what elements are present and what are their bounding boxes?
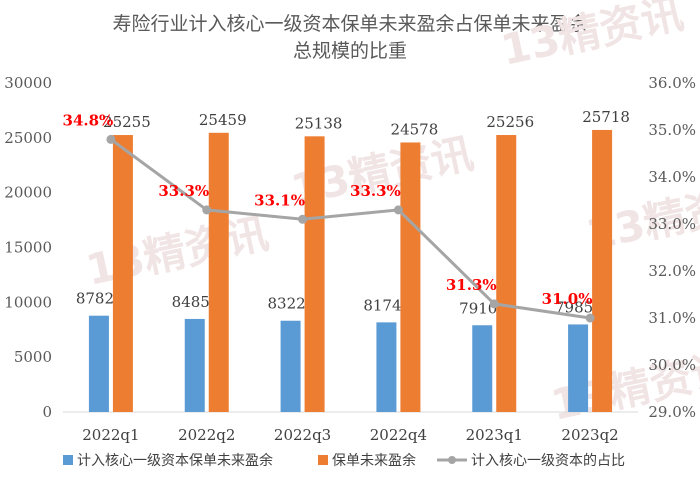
- y-right-tick-label: 33.0%: [648, 215, 696, 233]
- bar-total-surplus: [496, 135, 517, 412]
- bar-total-surplus-value-label: 24578: [391, 120, 439, 138]
- bar-total-surplus-value-label: 25255: [103, 113, 151, 131]
- bar-total-surplus-value-label: 25138: [295, 114, 343, 132]
- y-left-tick-label: 30000: [4, 74, 52, 92]
- bar-core-surplus: [376, 322, 397, 412]
- bar-core-surplus: [472, 325, 493, 412]
- bar-core-surplus-value-label: 8485: [172, 293, 210, 311]
- bar-core-surplus-value-label: 8782: [76, 290, 114, 308]
- bar-core-surplus: [88, 315, 109, 412]
- x-tick-label: 2022q3: [274, 426, 331, 444]
- y-left-tick-label: 5000: [14, 348, 52, 366]
- legend-label-total-surplus: 保单未来盈余: [332, 452, 416, 469]
- x-tick-label: 2022q2: [178, 426, 235, 444]
- bar-core-surplus-value-label: 8174: [363, 296, 401, 314]
- chart-title-line-1: 寿险行业计入核心一级资本保单未来盈余占保单未来盈余: [112, 13, 588, 35]
- legend-swatch-core-surplus: [63, 455, 73, 465]
- bar-total-surplus: [112, 135, 133, 412]
- chart-title-line-2: 总规模的比重: [292, 40, 407, 62]
- x-tick-label: 2023q2: [561, 426, 618, 444]
- watermark-text-0: 13精资讯: [82, 209, 273, 295]
- y-left-tick-label: 25000: [4, 129, 52, 147]
- bar-total-surplus: [592, 129, 613, 412]
- ratio-data-label: 34.8%: [63, 111, 114, 129]
- y-left-tick-label: 10000: [4, 293, 52, 311]
- ratio-point: [202, 205, 212, 215]
- legend-marker-ratio: [448, 456, 456, 464]
- bar-total-surplus: [304, 136, 325, 412]
- ratio-data-label: 31.3%: [446, 276, 497, 294]
- bar-core-surplus-value-label: 7985: [555, 298, 593, 316]
- x-tick-label: 2022q1: [82, 426, 139, 444]
- bar-total-surplus-value-label: 25459: [199, 111, 247, 129]
- bar-core-surplus-value-label: 8322: [267, 295, 305, 313]
- bar-total-surplus: [208, 132, 229, 413]
- y-right-tick-label: 29.0%: [648, 403, 696, 421]
- ratio-data-label: 33.1%: [254, 191, 305, 209]
- y-right-tick-label: 34.0%: [648, 168, 696, 186]
- ratio-data-label: 33.3%: [158, 182, 209, 200]
- bar-total-surplus: [400, 142, 421, 412]
- bar-core-surplus: [184, 318, 205, 412]
- y-right-tick-label: 30.0%: [648, 356, 696, 374]
- ratio-point: [585, 313, 595, 323]
- y-right-tick-label: 36.0%: [648, 74, 696, 92]
- legend-swatch-total-surplus: [318, 455, 328, 465]
- ratio-data-label: 33.3%: [350, 182, 401, 200]
- bar-core-surplus: [280, 320, 301, 412]
- ratio-point: [298, 214, 308, 224]
- y-left-tick-label: 15000: [4, 239, 52, 257]
- y-left-tick-label: 20000: [4, 184, 52, 202]
- ratio-point: [106, 134, 116, 144]
- ratio-point: [489, 299, 499, 309]
- watermark-text-2: 13精资讯: [497, 0, 688, 75]
- y-right-tick-label: 35.0%: [648, 121, 696, 139]
- ratio-line: [110, 138, 591, 320]
- x-tick-label: 2022q4: [370, 426, 427, 444]
- bar-core-surplus: [568, 324, 589, 412]
- bar-total-surplus-value-label: 25718: [582, 108, 630, 126]
- y-right-tick-label: 31.0%: [648, 309, 696, 327]
- ratio-point: [393, 205, 403, 215]
- bar-core-surplus-value-label: 7910: [459, 299, 497, 317]
- y-right-tick-label: 32.0%: [648, 262, 696, 280]
- bar-total-surplus-value-label: 25256: [486, 113, 534, 131]
- x-tick-label: 2023q1: [466, 426, 523, 444]
- legend-label-ratio: 计入核心一级资本的占比: [471, 453, 625, 469]
- y-left-tick-label: 0: [42, 403, 52, 421]
- legend-label-core-surplus: 计入核心一级资本保单未来盈余: [77, 452, 273, 469]
- ratio-data-label: 31.0%: [542, 290, 593, 308]
